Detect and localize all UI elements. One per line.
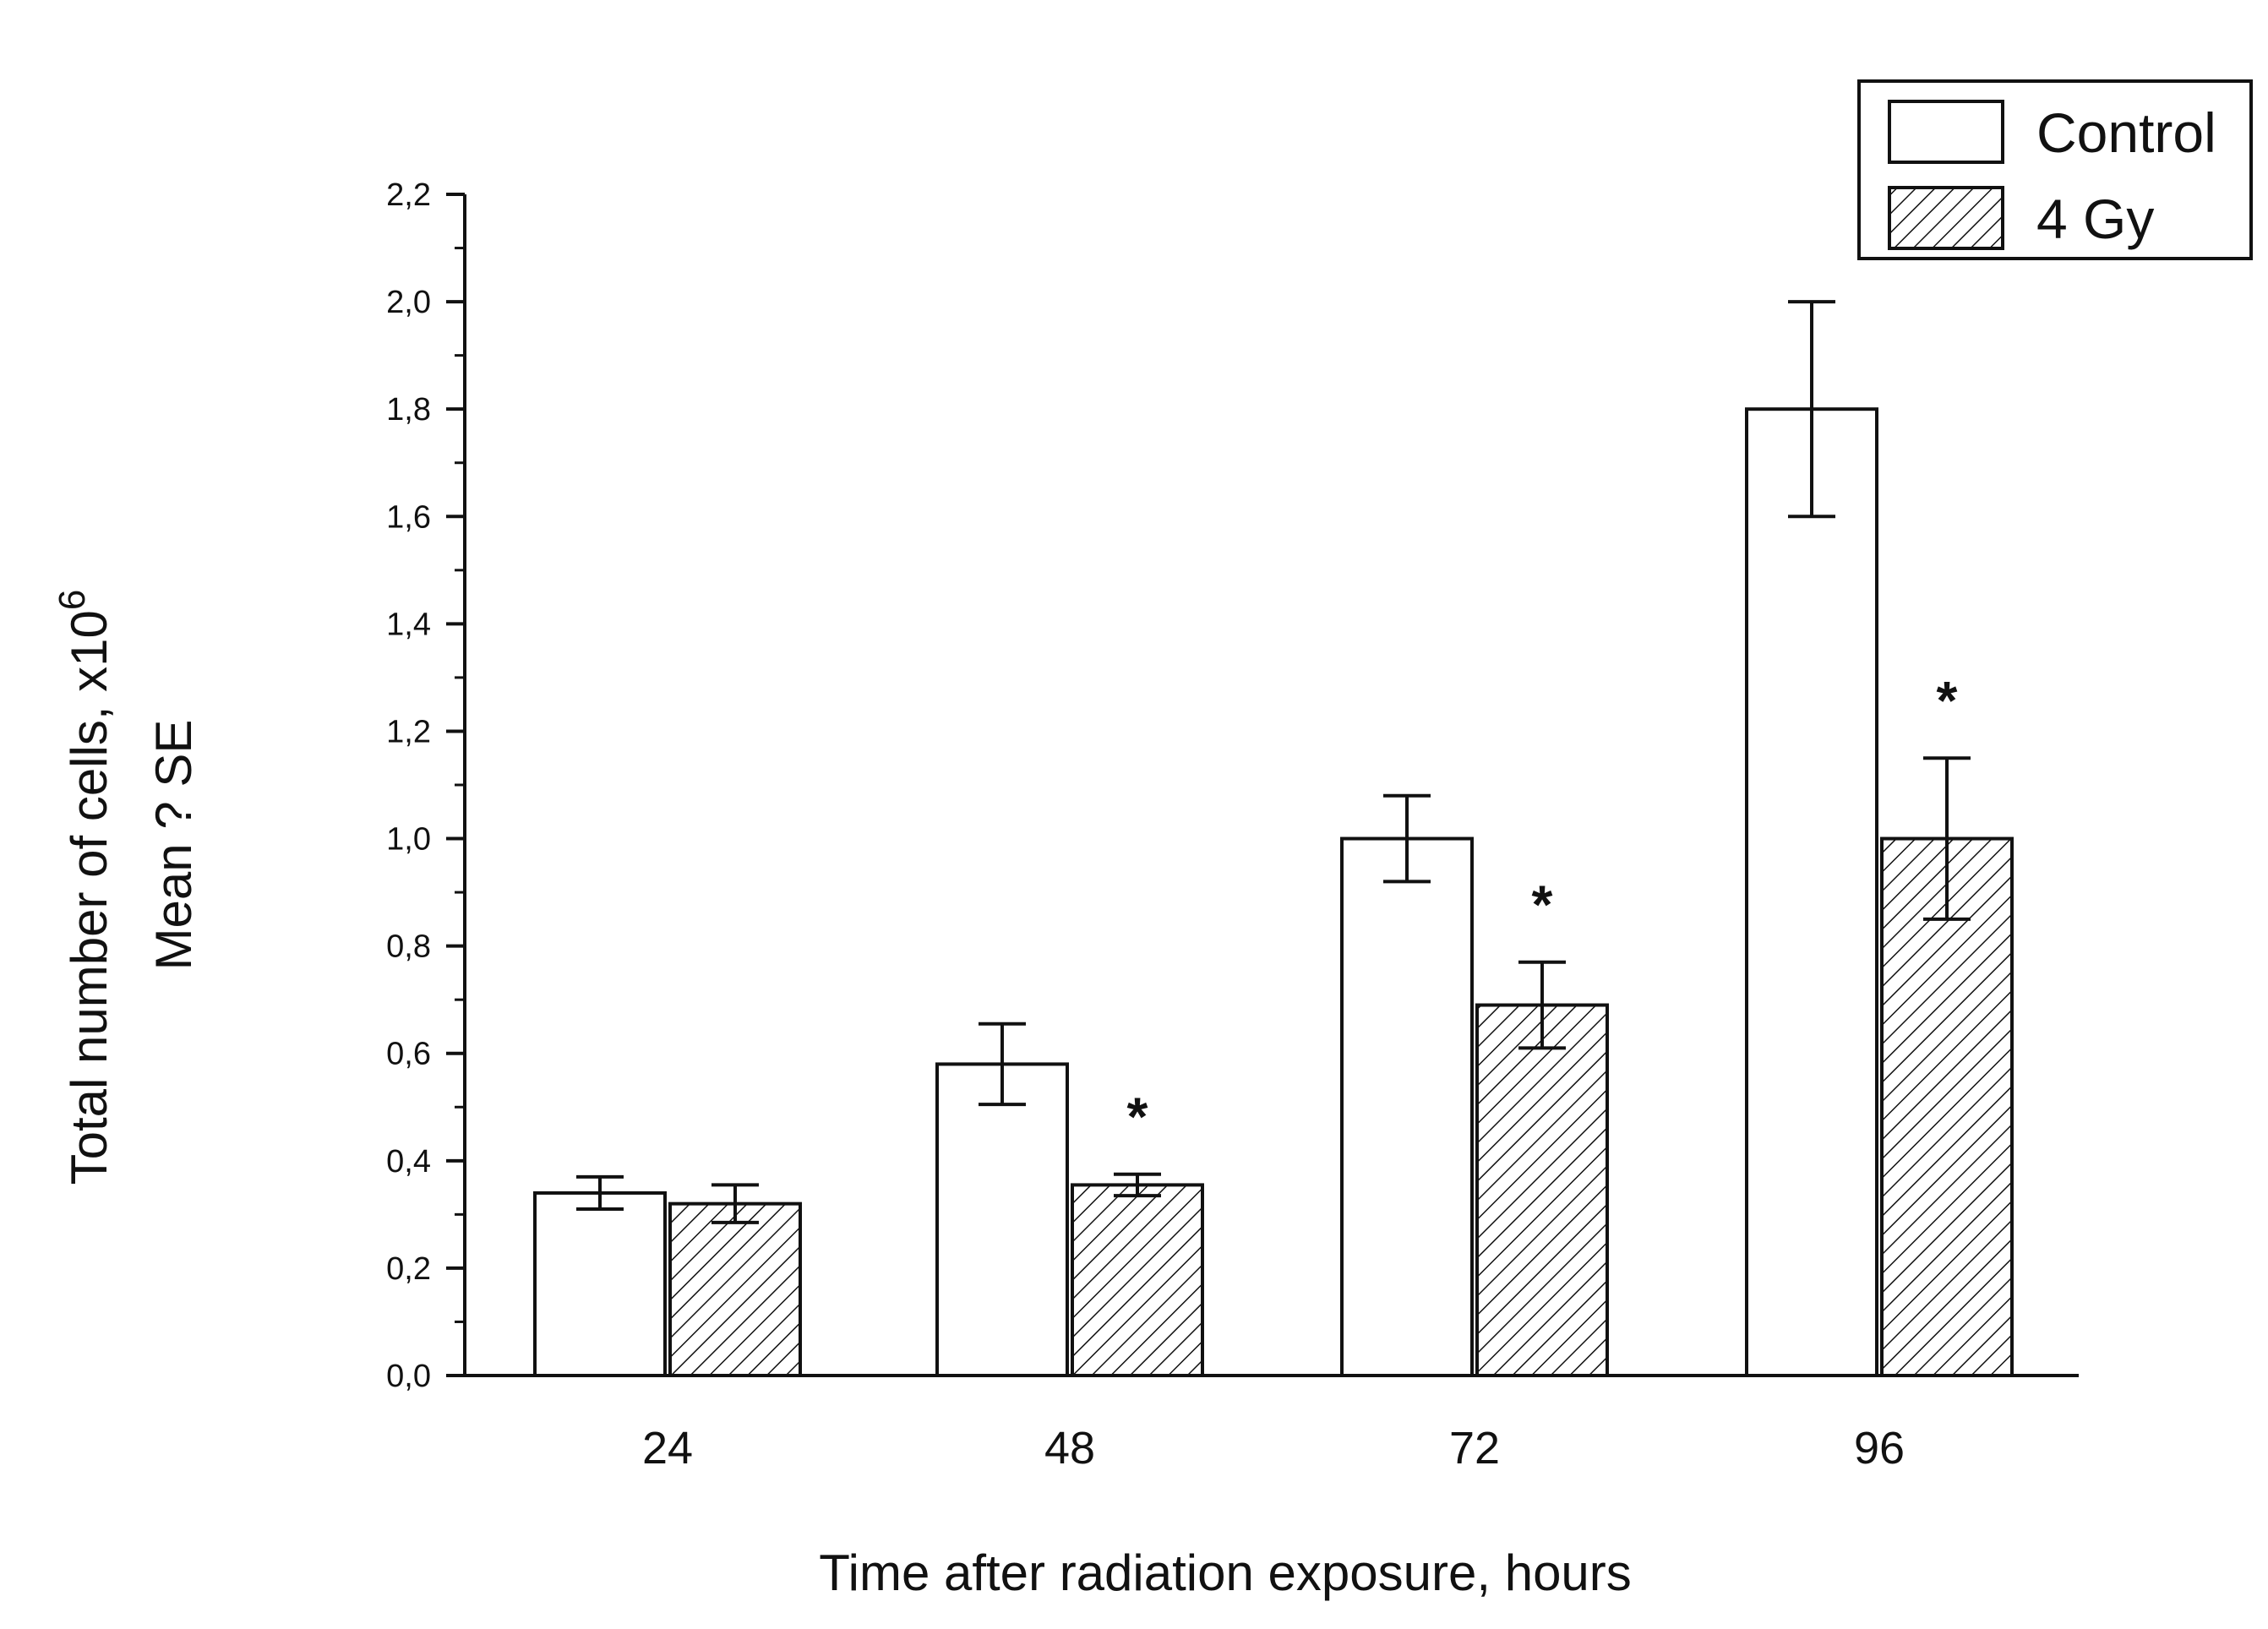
- x-axis-title: Time after radiation exposure, hours: [819, 1545, 1632, 1601]
- y-axis-title: Total number of cells, x106: [52, 590, 117, 1185]
- x-axis-tick-labels: 24 48 72 96: [642, 1423, 1905, 1474]
- y-axis-subtitle: Mean ? SE: [145, 720, 202, 971]
- error-bars: [576, 300, 1971, 1224]
- significance-star: *: [1937, 670, 1958, 731]
- y-axis-title-superscript: 6: [52, 590, 93, 610]
- y-axis-title-line1: Total number of cells, x10: [61, 610, 117, 1185]
- y-tick-label: 1,4: [386, 607, 431, 642]
- y-tick-label: 0,2: [386, 1251, 431, 1287]
- significance-markers: * * *: [1127, 670, 1958, 1147]
- bars: [533, 407, 2014, 1378]
- y-tick-label: 0,8: [386, 929, 431, 965]
- y-axis-ticks: 0,0 0,2 0,4 0,6 0,8 1,0 1,2 1,4 1,6 1,8 2,0 2,2: [386, 177, 465, 1394]
- y-tick-label: 2,0: [386, 285, 431, 320]
- legend-swatch-4gy: [1888, 186, 2004, 250]
- legend-label-4gy: 4 Gy: [2036, 188, 2154, 250]
- x-tick-label: 96: [1854, 1423, 1905, 1474]
- y-tick-label: 1,2: [386, 714, 431, 749]
- legend: Control 4 Gy: [1857, 79, 2253, 260]
- y-tick-label: 0,6: [386, 1037, 431, 1072]
- bar-4gy-72: [1475, 1003, 1609, 1377]
- y-tick-label: 0,4: [386, 1144, 431, 1180]
- y-tick-label: 1,6: [386, 499, 431, 535]
- bar-control-24: [533, 1190, 667, 1377]
- legend-label-control: Control: [2036, 101, 2216, 164]
- bar-control-72: [1340, 836, 1474, 1377]
- significance-star: *: [1127, 1087, 1148, 1147]
- y-tick-label: 1,8: [386, 392, 431, 428]
- x-tick-label: 24: [642, 1423, 693, 1474]
- bar-4gy-24: [668, 1201, 802, 1377]
- y-tick-label: 1,0: [386, 822, 431, 858]
- legend-swatch-control: [1888, 100, 2004, 164]
- svg-text:Total number of cells, x106: Total number of cells, x106: [52, 590, 117, 1185]
- bar-control-48: [935, 1062, 1069, 1378]
- bar-control-96: [1745, 407, 1878, 1378]
- y-tick-label: 2,2: [386, 177, 431, 213]
- significance-star: *: [1532, 874, 1553, 935]
- bar-4gy-48: [1071, 1183, 1204, 1378]
- y-tick-label: 0,0: [386, 1359, 431, 1394]
- svg-text:Mean ? SE: Mean ? SE: [145, 720, 202, 971]
- x-tick-label: 72: [1449, 1423, 1500, 1474]
- x-tick-label: 48: [1044, 1423, 1095, 1474]
